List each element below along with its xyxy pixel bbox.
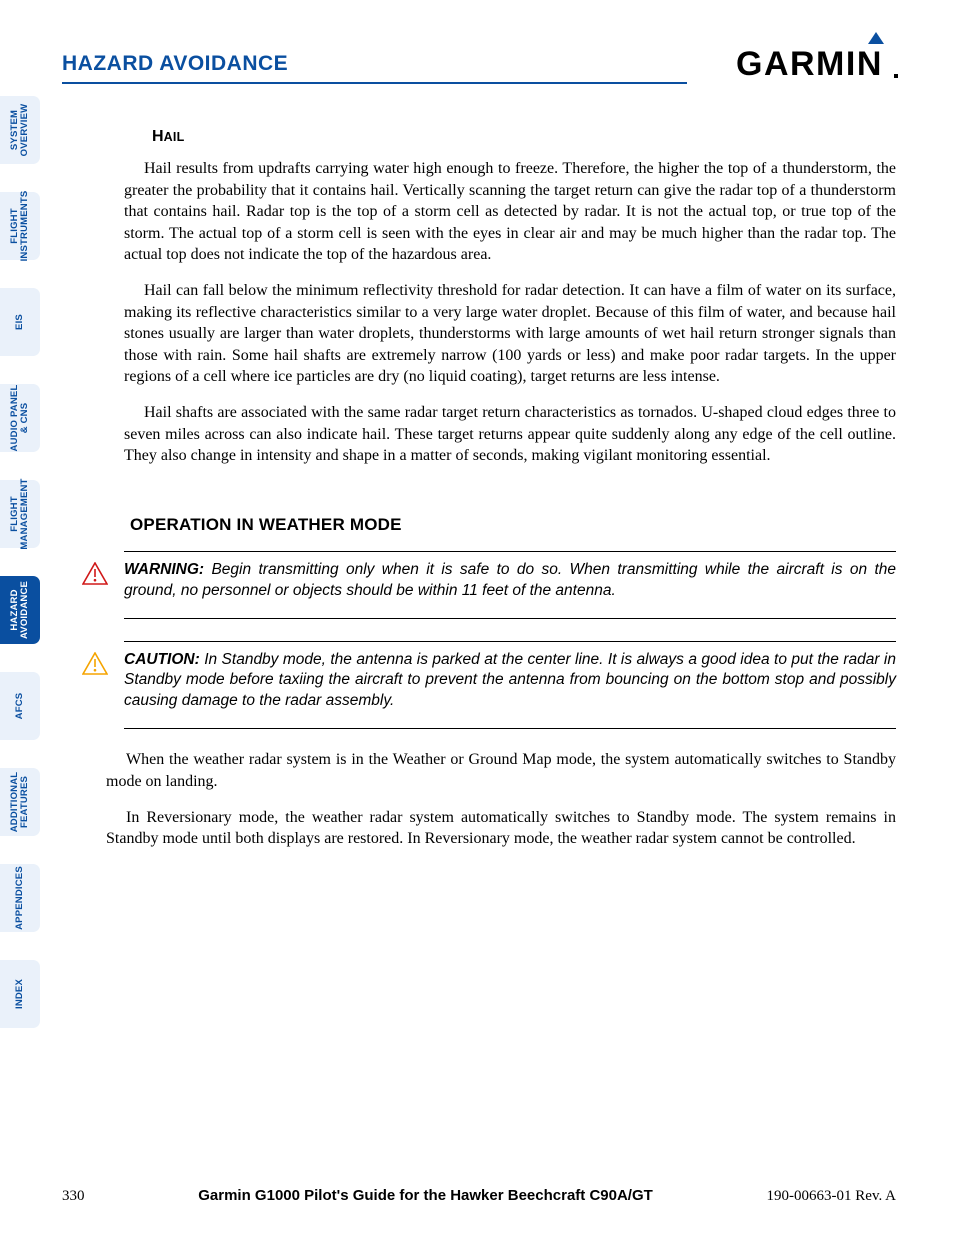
caution-body: In Standby mode, the antenna is parked a…	[124, 651, 896, 710]
paragraph-1: Hail results from updrafts carrying wate…	[124, 158, 896, 266]
warning-block: WARNING: Begin transmitting only when it…	[124, 560, 896, 610]
sidebar-tab-label: AUDIO PANEL& CNS	[10, 385, 30, 452]
warning-rule-top	[124, 551, 896, 552]
sidebar-tab[interactable]: FLIGHTMANAGEMENT	[0, 480, 40, 548]
caution-rule-bottom	[124, 728, 896, 729]
sidebar-tab-label: FLIGHTMANAGEMENT	[10, 478, 30, 549]
caution-rule-top	[124, 641, 896, 642]
sidebar-tab[interactable]: SYSTEMOVERVIEW	[0, 96, 40, 164]
warning-lead: WARNING:	[124, 561, 204, 578]
sidebar-tab-label: AFCS	[15, 693, 25, 720]
footer-title: Garmin G1000 Pilot's Guide for the Hawke…	[198, 1187, 653, 1204]
warning-icon	[82, 562, 108, 585]
sidebar-tab[interactable]: HAZARDAVOIDANCE	[0, 576, 40, 644]
sidebar-tab-label: INDEX	[15, 979, 25, 1009]
page-footer: 330 Garmin G1000 Pilot's Guide for the H…	[62, 1187, 896, 1205]
caution-icon	[82, 652, 108, 675]
page-number: 330	[62, 1188, 85, 1205]
sidebar-tab-label: FLIGHTINSTRUMENTS	[10, 191, 30, 262]
sidebar-tab-label: SYSTEMOVERVIEW	[10, 104, 30, 157]
garmin-logo: GARMIN	[736, 38, 896, 80]
title-underline	[62, 82, 687, 84]
hail-heading: HAIL	[152, 128, 896, 146]
sidebar-tab[interactable]: AFCS	[0, 672, 40, 740]
hail-head-first: H	[152, 128, 164, 145]
caution-block: CAUTION: In Standby mode, the antenna is…	[124, 650, 896, 721]
paragraph-4: When the weather radar system is in the …	[106, 749, 896, 792]
sidebar-tab-label: EIS	[15, 314, 25, 330]
sidebar-tab[interactable]: INDEX	[0, 960, 40, 1028]
hail-head-rest: AIL	[164, 130, 185, 144]
paragraph-3: Hail shafts are associated with the same…	[124, 402, 896, 467]
paragraph-5: In Reversionary mode, the weather radar …	[106, 807, 896, 850]
sidebar-tab-label: HAZARDAVOIDANCE	[10, 581, 30, 639]
garmin-delta-icon	[868, 32, 884, 44]
sidebar-tab-label: ADDITIONALFEATURES	[10, 772, 30, 833]
warning-text: WARNING: Begin transmitting only when it…	[124, 560, 896, 602]
caution-lead: CAUTION:	[124, 651, 200, 668]
sidebar-tab-label: APPENDICES	[15, 866, 25, 930]
footer-docid: 190-00663-01 Rev. A	[767, 1188, 896, 1205]
sidebar-tab[interactable]: EIS	[0, 288, 40, 356]
page-content: HAIL Hail results from updrafts carrying…	[124, 128, 896, 850]
warning-body: Begin transmitting only when it is safe …	[124, 561, 896, 599]
warning-rule-bottom	[124, 618, 896, 619]
garmin-dot	[894, 74, 898, 78]
sidebar-tab[interactable]: FLIGHTINSTRUMENTS	[0, 192, 40, 260]
sidebar-tabs: SYSTEMOVERVIEW FLIGHTINSTRUMENTS EIS AUDIO …	[0, 96, 50, 1056]
operation-heading: OPERATION IN WEATHER MODE	[130, 515, 896, 535]
sidebar-tab[interactable]: APPENDICES	[0, 864, 40, 932]
sidebar-tab[interactable]: AUDIO PANEL& CNS	[0, 384, 40, 452]
sidebar-tab[interactable]: ADDITIONALFEATURES	[0, 768, 40, 836]
section-title: HAZARD AVOIDANCE	[62, 52, 288, 80]
paragraph-2: Hail can fall below the minimum reflecti…	[124, 280, 896, 388]
caution-text: CAUTION: In Standby mode, the antenna is…	[124, 650, 896, 713]
garmin-logo-text: GARMIN	[736, 45, 883, 84]
